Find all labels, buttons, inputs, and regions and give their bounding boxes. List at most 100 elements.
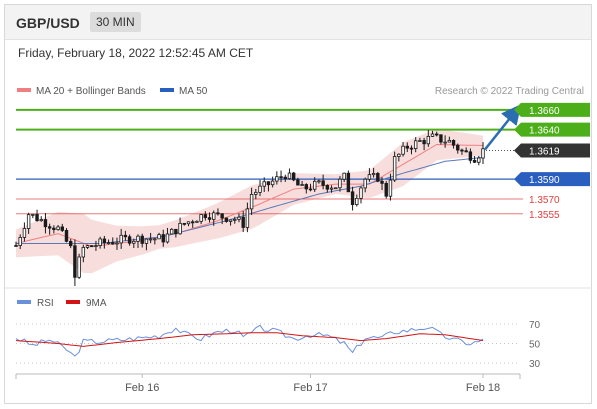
rsi-ma9-line	[15, 332, 484, 347]
ma50-legend-label: MA 50	[179, 86, 208, 97]
candle	[216, 208, 220, 216]
candle	[153, 237, 157, 245]
candle	[148, 232, 153, 244]
candle	[325, 184, 330, 193]
candle	[161, 229, 165, 247]
timeframe-badge[interactable]: 30 MIN	[90, 12, 141, 32]
ma50-legend-swatch	[160, 88, 174, 92]
candle	[182, 222, 186, 226]
candle	[220, 213, 224, 225]
candle	[35, 209, 39, 222]
level-labels-group: 1.3660 1.3640 1.3619 1.3590 1.3570 1.3555	[514, 102, 590, 221]
candle	[233, 216, 237, 224]
candle	[418, 137, 422, 142]
candle	[388, 173, 393, 201]
forecast-arrow	[484, 104, 522, 151]
candle	[283, 174, 287, 182]
candle	[224, 217, 229, 223]
candle	[451, 139, 456, 149]
candle	[300, 180, 304, 186]
candle	[81, 244, 86, 263]
candle	[31, 213, 35, 219]
bollinger-band	[16, 128, 483, 274]
candle	[266, 181, 271, 192]
candle	[106, 239, 111, 245]
resistance-tag	[514, 102, 590, 117]
candle	[346, 170, 351, 193]
candle	[338, 176, 342, 192]
rsi-panel: 70 50 30	[15, 320, 541, 370]
candle	[228, 219, 233, 226]
candle	[22, 222, 27, 242]
candle	[186, 221, 191, 227]
candle	[18, 234, 22, 250]
candle	[52, 225, 56, 234]
rsi-line	[15, 324, 484, 357]
chart-card: GBP/USD 30 MIN Friday, February 18, 2022…	[4, 4, 592, 404]
candle	[56, 224, 60, 231]
candle	[115, 237, 119, 250]
candle	[384, 180, 388, 199]
candle	[409, 145, 414, 155]
candle	[90, 245, 94, 248]
candle	[245, 202, 250, 233]
candle	[279, 170, 283, 183]
candle	[291, 171, 296, 182]
moving-averages-group	[15, 143, 484, 247]
candles-group	[14, 130, 485, 287]
x-tick-label: Feb 18	[466, 382, 500, 394]
candle	[190, 219, 195, 228]
candle	[392, 151, 397, 182]
support-label: 1.3570	[529, 195, 560, 206]
rsi-legend-label: RSI	[37, 298, 54, 309]
candle	[144, 238, 149, 251]
bollinger-bands-group	[16, 128, 483, 274]
candle	[60, 223, 64, 233]
candle	[26, 212, 31, 234]
candle	[102, 235, 107, 249]
ma50-line	[16, 156, 484, 244]
candle	[174, 228, 178, 238]
chart-datetime: Friday, February 18, 2022 12:52:45 AM CE…	[18, 46, 254, 60]
candle	[47, 223, 52, 235]
candle	[98, 236, 102, 249]
ma20-line	[15, 143, 484, 247]
x-tick-label: Feb 16	[125, 382, 159, 394]
candle	[262, 177, 266, 192]
current-price-tag	[514, 143, 590, 158]
candle	[464, 147, 468, 153]
candle	[334, 187, 338, 190]
candle	[140, 233, 144, 248]
candle	[443, 135, 447, 148]
candle	[313, 177, 317, 192]
candle	[376, 171, 380, 183]
candle	[178, 217, 182, 235]
candle	[367, 168, 372, 182]
candle	[199, 213, 203, 225]
support-label: 1.3555	[529, 210, 560, 221]
currency-pair-title: GBP/USD	[16, 15, 80, 31]
candle	[342, 172, 346, 183]
levels-group	[16, 108, 523, 215]
candle	[435, 131, 439, 137]
rsi-tick-label: 70	[529, 320, 541, 331]
rsi-legend: RSI 9MA	[17, 298, 107, 309]
candle	[481, 142, 485, 165]
candle	[119, 228, 123, 249]
candle	[85, 244, 90, 249]
candle	[317, 179, 321, 184]
ma9-legend-swatch	[66, 300, 80, 304]
candle	[439, 134, 443, 145]
resistance-label: 1.3640	[529, 126, 560, 137]
ma9-legend-label: 9MA	[86, 298, 107, 309]
x-axis-labels: Feb 16 Feb 17 Feb 18	[125, 374, 500, 394]
candle	[430, 130, 435, 138]
candle	[401, 142, 405, 157]
candle	[329, 185, 334, 193]
candle	[212, 210, 216, 226]
resistance-tag	[514, 122, 590, 137]
pivot-label: 1.3590	[529, 175, 560, 186]
candle	[456, 143, 460, 154]
candle	[14, 241, 18, 247]
